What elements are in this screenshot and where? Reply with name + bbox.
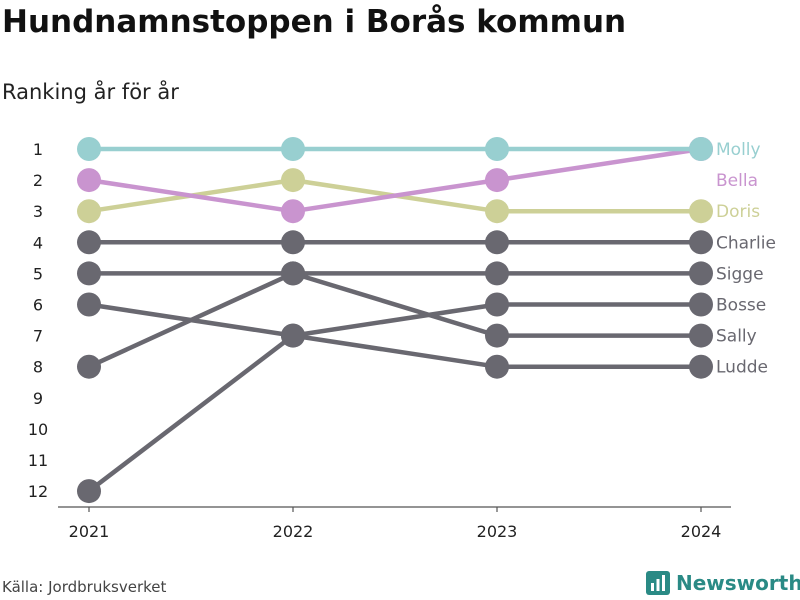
- series-label-bosse: Bosse: [716, 296, 766, 316]
- data-point-sigge: [485, 261, 509, 286]
- series-label-bella: Bella: [716, 171, 758, 191]
- series-label-charlie: Charlie: [716, 233, 776, 253]
- data-point-doris: [689, 199, 713, 224]
- source-note: Källa: Jordbruksverket: [2, 578, 167, 596]
- brand-logo: Newsworthy: [646, 571, 800, 595]
- data-point-sigge: [77, 261, 101, 286]
- y-tick-label: 4: [33, 233, 43, 252]
- series-line-ludde: [87, 333, 701, 493]
- series-label-ludde: Ludde: [716, 358, 768, 378]
- data-point-molly: [77, 137, 101, 161]
- data-point-ludde: [485, 354, 509, 379]
- data-point-sally: [77, 354, 101, 379]
- data-point-charlie: [281, 230, 305, 255]
- data-point-sally: [281, 261, 305, 286]
- y-tick-label: 2: [33, 171, 43, 190]
- brand-name: Newsworthy: [676, 571, 800, 595]
- y-tick-label: 10: [28, 420, 48, 439]
- data-point-bosse: [485, 292, 509, 317]
- data-point-charlie: [77, 230, 101, 255]
- chart-subtitle: Ranking år för år: [2, 80, 179, 104]
- data-point-bosse: [77, 292, 101, 317]
- series-line-bosse: [88, 302, 701, 338]
- y-tick-label: 12: [28, 482, 48, 501]
- data-point-bella: [77, 168, 101, 193]
- data-point-molly: [485, 137, 509, 161]
- x-tick-label: 2021: [69, 522, 110, 541]
- data-point-sally: [485, 323, 509, 348]
- data-point-ludde: [281, 323, 305, 348]
- series-label-sally: Sally: [716, 327, 757, 347]
- y-tick-label: 8: [33, 358, 43, 377]
- data-point-bella: [281, 199, 305, 224]
- data-point-ludde: [689, 354, 713, 379]
- series-label-sigge: Sigge: [716, 264, 764, 284]
- x-tick-label: 2023: [477, 522, 518, 541]
- data-point-sally: [689, 323, 713, 348]
- series-label-doris: Doris: [716, 202, 760, 222]
- y-tick-label: 7: [33, 327, 43, 346]
- data-point-bella: [485, 168, 509, 193]
- series-line-bella: [88, 146, 702, 214]
- y-tick-label: 9: [33, 389, 43, 408]
- y-tick-label: 3: [33, 202, 43, 221]
- data-point-bosse: [689, 292, 713, 317]
- series-label-molly: Molly: [716, 140, 761, 160]
- y-tick-label: 5: [33, 264, 43, 283]
- chart-title: Hundnamnstoppen i Borås kommun: [2, 4, 627, 40]
- data-point-doris: [77, 199, 101, 224]
- data-point-doris: [281, 168, 305, 193]
- data-point-ludde: [77, 479, 101, 504]
- data-point-charlie: [689, 230, 713, 255]
- x-tick-label: 2022: [273, 522, 314, 541]
- y-tick-label: 1: [33, 140, 43, 159]
- newsworthy-logo-icon: [646, 571, 670, 595]
- data-point-molly: [689, 137, 713, 161]
- data-point-molly: [281, 137, 305, 161]
- y-tick-label: 6: [33, 296, 43, 315]
- y-tick-label: 11: [28, 451, 48, 470]
- data-point-sigge: [689, 261, 713, 286]
- data-point-doris: [485, 199, 509, 224]
- series-line-sally: [88, 271, 701, 369]
- data-point-charlie: [485, 230, 509, 255]
- x-tick-label: 2024: [681, 522, 722, 541]
